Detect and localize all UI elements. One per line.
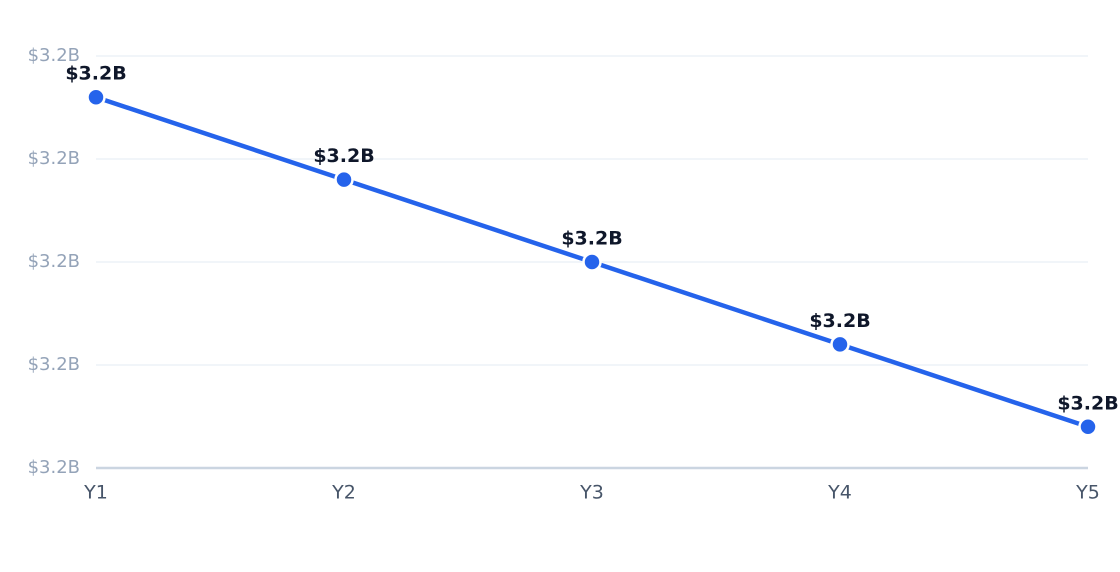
point — [830, 334, 850, 355]
data-label: $3.2B — [809, 310, 870, 332]
point — [86, 87, 106, 107]
y-tick-label: $3.2B — [28, 251, 80, 272]
y-tick-label: $3.2B — [28, 148, 80, 169]
y-tick-label: $3.2B — [28, 354, 80, 375]
x-tick-label: Y3 — [579, 482, 604, 504]
point — [582, 252, 602, 272]
data-label: $3.2B — [313, 145, 374, 167]
y-tick-label: $3.2B — [28, 45, 80, 66]
data-label: $3.2B — [561, 228, 622, 250]
point — [334, 169, 354, 190]
data-label: $3.2B — [65, 63, 126, 85]
x-tick-label: Y2 — [331, 482, 356, 504]
y-tick-label: $3.2B — [28, 457, 80, 478]
point — [1078, 417, 1098, 437]
x-tick-label: Y4 — [827, 482, 852, 504]
x-tick-label: Y1 — [83, 482, 108, 504]
x-tick-label: Y5 — [1075, 482, 1100, 504]
data-label: $3.2B — [1057, 392, 1118, 414]
